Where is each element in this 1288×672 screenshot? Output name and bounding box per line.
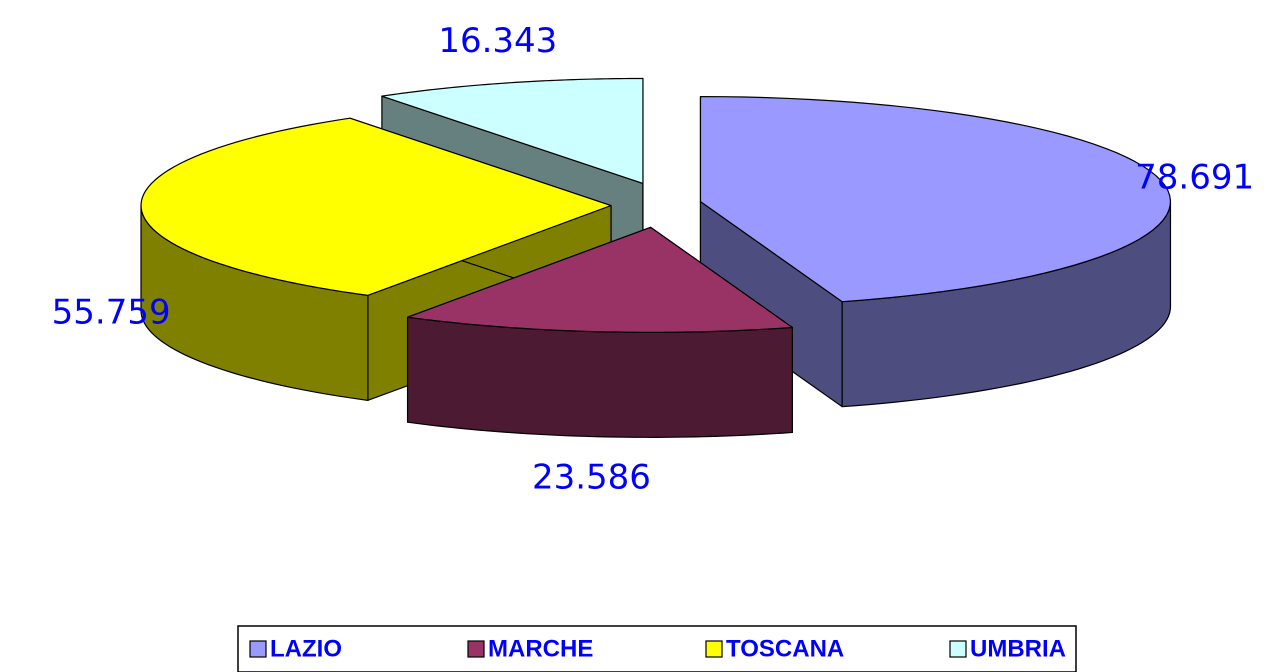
data-label: 78.691: [1135, 158, 1254, 198]
slice: [140, 117, 612, 401]
data-label: 23.586: [532, 457, 651, 497]
slice-top: [140, 117, 612, 296]
slice-top: [381, 77, 644, 185]
legend-label: UMBRIA: [970, 635, 1066, 662]
legend-box: [237, 625, 1077, 672]
slice: [699, 95, 1172, 408]
data-label: 55.759: [52, 292, 171, 332]
legend-label: MARCHE: [488, 635, 593, 662]
slice-side: [406, 316, 793, 438]
slice: [406, 226, 793, 438]
data-label: 16.343: [438, 21, 557, 61]
legend-swatch: [949, 640, 967, 658]
legend-swatch: [249, 640, 267, 658]
slice-top: [699, 95, 1172, 303]
legend-label: TOSCANA: [726, 635, 844, 662]
legend-swatch: [467, 640, 485, 658]
legend-swatch: [705, 640, 723, 658]
slice-top: [406, 226, 793, 333]
legend-label: LAZIO: [270, 635, 342, 662]
